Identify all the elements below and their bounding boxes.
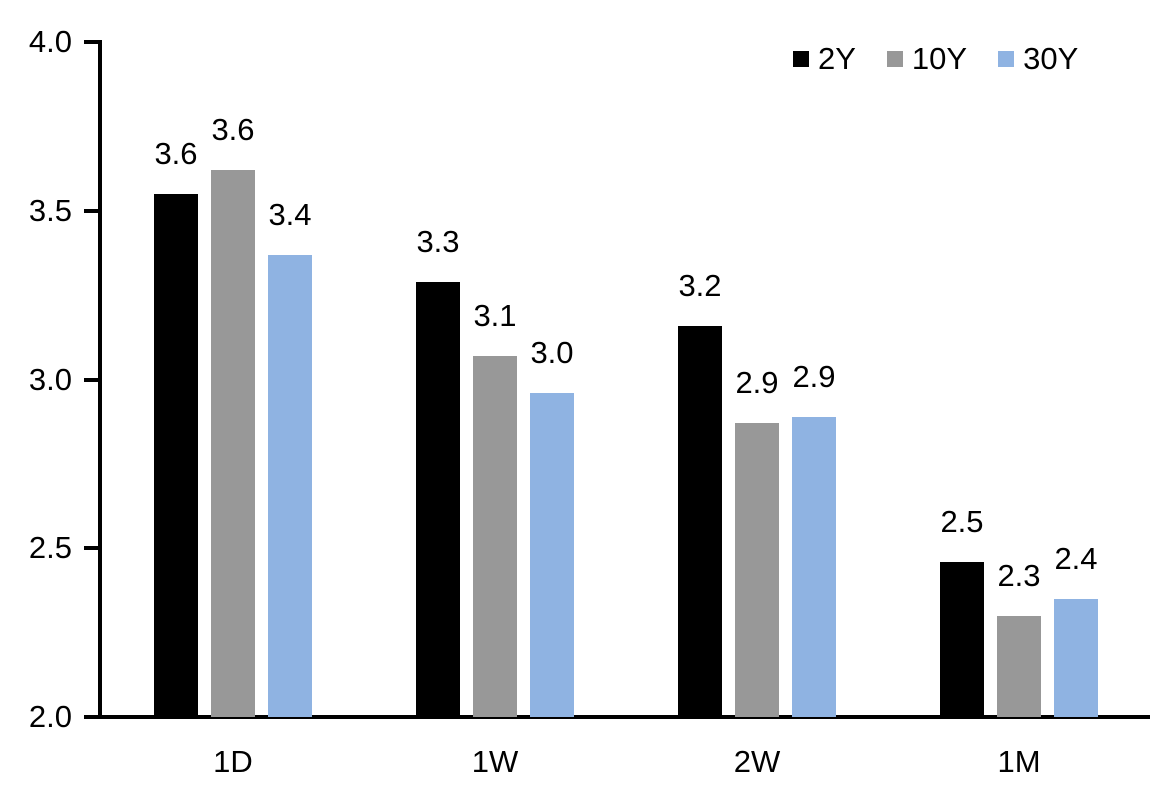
x-axis-tick-label: 2W: [733, 744, 781, 779]
y-axis-tick: [84, 546, 98, 551]
y-axis-tick: [84, 208, 98, 213]
legend-swatch-30y: [998, 51, 1015, 67]
x-axis-line: [84, 715, 1150, 719]
bar-10y-1w: [473, 355, 517, 717]
legend-label: 30Y: [1023, 41, 1079, 76]
bar-30y-2w: [792, 416, 836, 717]
legend-label: 2Y: [818, 41, 856, 76]
bar-10y-2w: [735, 423, 779, 717]
chart-legend: 2Y 10Y 30Y: [793, 42, 1078, 76]
bar-value-label: 3.4: [268, 196, 312, 232]
y-axis-tick-label: 3.5: [28, 192, 72, 228]
bar-10y-1m: [997, 615, 1041, 717]
bar-2y-1m: [940, 561, 984, 717]
bar-value-label: 3.3: [416, 223, 460, 259]
y-axis-tick-label: 3.0: [28, 361, 72, 397]
x-axis-tick-label: 1D: [213, 744, 253, 779]
bar-value-label: 2.9: [735, 365, 779, 401]
legend-item-30y: 30Y: [998, 42, 1078, 76]
legend-item-10y: 10Y: [886, 41, 968, 76]
bar-value-label: 3.0: [530, 335, 574, 370]
bar-2y-1w: [416, 281, 460, 717]
bar-value-label: 2.3: [997, 557, 1041, 593]
y-axis-tick-label: 4.0: [28, 24, 72, 59]
bar-value-label: 3.1: [473, 297, 517, 333]
y-axis-tick-label: 2.5: [28, 530, 72, 566]
bar-value-label: 2.5: [940, 503, 984, 539]
legend-label: 10Y: [911, 41, 968, 76]
bar-2y-1d: [154, 193, 198, 717]
bar-value-label: 2.9: [792, 358, 836, 394]
bar-value-label: 3.2: [678, 267, 722, 303]
bar-30y-1d: [268, 254, 312, 717]
legend-item-2y: 2Y: [793, 42, 856, 76]
y-axis-tick: [84, 377, 98, 382]
bar-30y-1m: [1054, 598, 1098, 717]
y-axis-tick-label: 2.0: [28, 699, 72, 734]
bar-2y-2w: [678, 325, 722, 717]
y-axis-line: [98, 40, 102, 719]
legend-swatch-10y: [886, 51, 903, 67]
legend-swatch-2y: [793, 51, 809, 67]
x-axis-tick-label: 1W: [471, 744, 519, 779]
bar-30y-1w: [530, 393, 574, 717]
bar-value-label: 3.6: [211, 112, 255, 148]
x-axis-tick-label: 1M: [997, 744, 1041, 779]
bar-value-label: 3.6: [154, 135, 198, 171]
bar-10y-1d: [211, 170, 255, 717]
y-axis-tick: [84, 40, 98, 44]
bar-value-label: 2.4: [1054, 540, 1098, 576]
